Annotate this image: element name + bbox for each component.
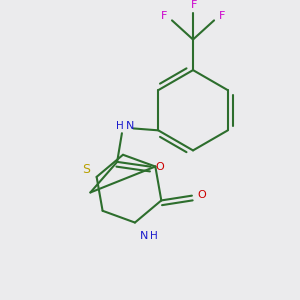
Text: O: O — [156, 162, 164, 172]
Text: N: N — [126, 121, 135, 130]
Text: O: O — [197, 190, 206, 200]
Text: F: F — [218, 11, 225, 21]
Text: S: S — [82, 163, 90, 176]
Text: H: H — [116, 121, 124, 130]
Text: H: H — [150, 231, 158, 241]
Text: N: N — [140, 231, 149, 241]
Text: F: F — [161, 11, 167, 21]
Text: F: F — [191, 0, 197, 10]
